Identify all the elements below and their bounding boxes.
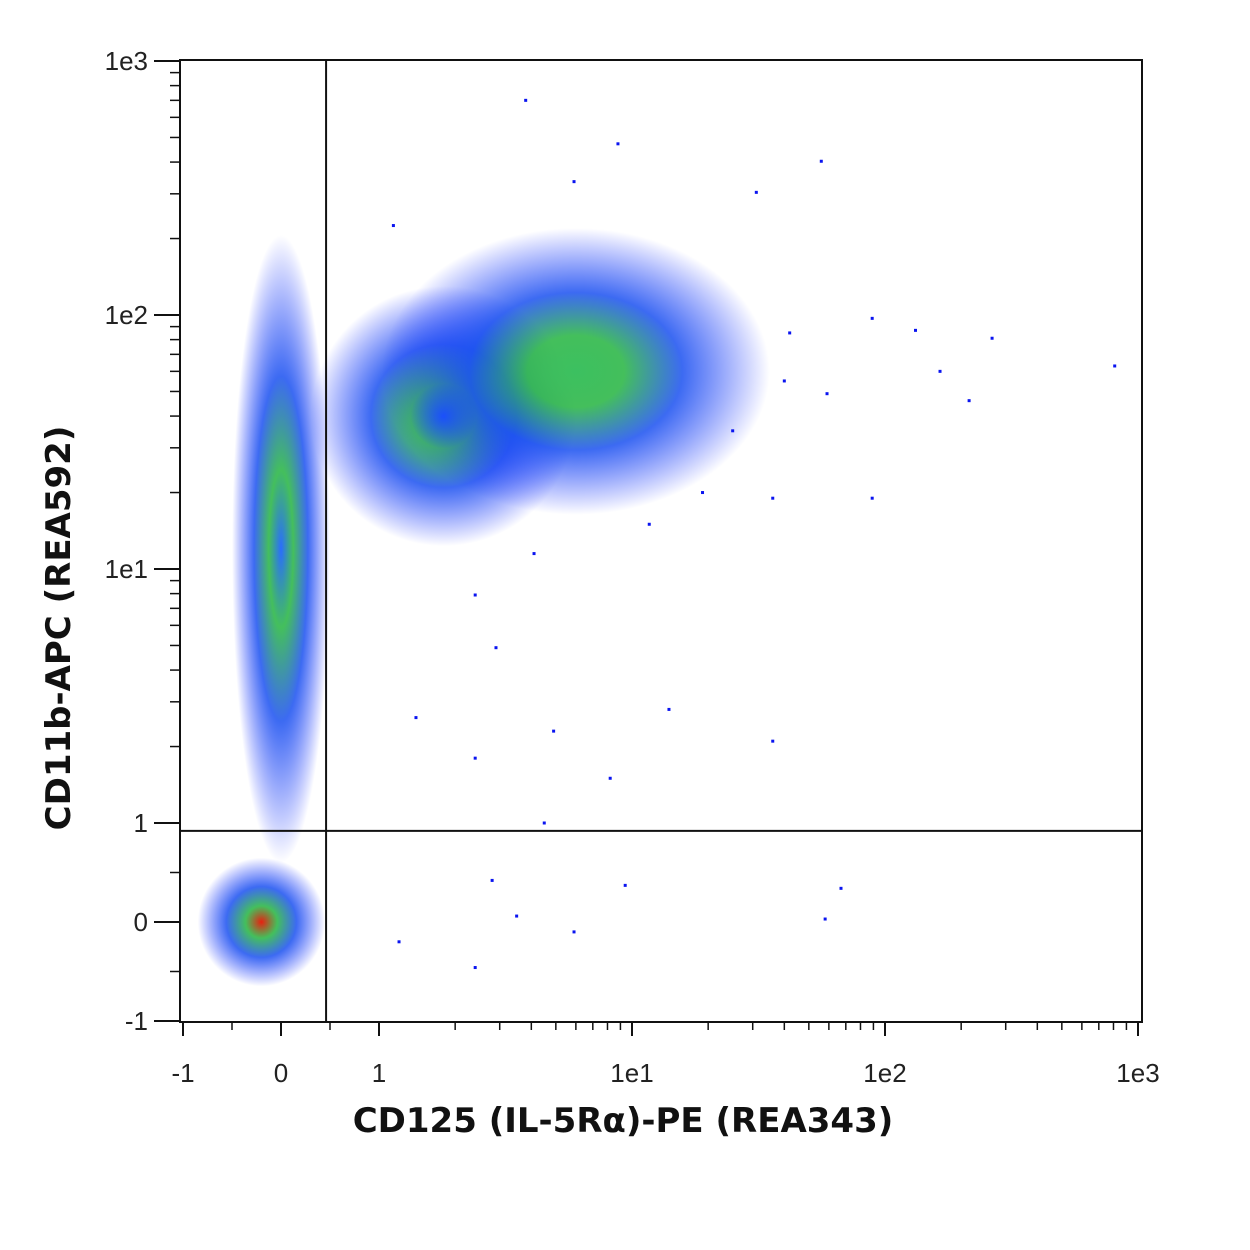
event-point xyxy=(823,917,827,921)
event-point xyxy=(701,491,705,495)
x-tick-label: 1e1 xyxy=(610,1058,653,1088)
event-point xyxy=(542,821,546,825)
y-tick-label: 0 xyxy=(134,907,148,937)
event-point xyxy=(870,316,874,320)
event-point xyxy=(870,496,874,500)
event-point xyxy=(552,729,556,733)
event-point xyxy=(572,930,576,934)
x-tick-label: 1e2 xyxy=(863,1058,906,1088)
event-point xyxy=(647,522,651,526)
event-point xyxy=(731,429,735,433)
population-density xyxy=(232,235,330,863)
event-point xyxy=(532,552,536,556)
event-point xyxy=(788,331,792,335)
y-axis-title: CD11b-APC (REA592) xyxy=(39,426,79,831)
event-point xyxy=(391,224,395,228)
event-point xyxy=(839,886,843,890)
population-density xyxy=(382,228,770,515)
y-tick-label: 1e3 xyxy=(105,46,148,76)
event-point xyxy=(914,328,918,332)
event-point xyxy=(572,180,576,184)
event-point xyxy=(473,593,477,597)
y-tick-label: -1 xyxy=(125,1006,148,1036)
event-point xyxy=(473,756,477,760)
event-point xyxy=(524,98,528,102)
y-tick-label: 1 xyxy=(134,808,148,838)
event-point xyxy=(667,707,671,711)
event-point xyxy=(938,369,942,373)
event-point xyxy=(494,646,498,650)
event-point xyxy=(397,940,401,944)
event-point xyxy=(608,776,612,780)
event-point xyxy=(990,336,994,340)
event-point xyxy=(754,190,758,194)
event-point xyxy=(825,392,829,396)
event-point xyxy=(967,399,971,403)
event-point xyxy=(490,878,494,882)
event-point xyxy=(473,966,477,970)
event-point xyxy=(771,496,775,500)
y-tick-label: 1e1 xyxy=(105,554,148,584)
event-point xyxy=(771,739,775,743)
x-tick-label: 0 xyxy=(274,1058,288,1088)
x-tick-label: -1 xyxy=(171,1058,194,1088)
event-point xyxy=(623,883,627,887)
x-axis-title: CD125 (IL-5Rα)-PE (REA343) xyxy=(353,1101,894,1141)
event-point xyxy=(414,716,418,720)
event-point xyxy=(616,142,620,146)
event-point xyxy=(515,914,519,918)
x-tick-label: 1e3 xyxy=(1116,1058,1159,1088)
population-density xyxy=(197,857,326,987)
event-point xyxy=(782,379,786,383)
plot-frame xyxy=(179,59,1143,1023)
event-point xyxy=(819,159,823,163)
x-tick-label: 1 xyxy=(372,1058,386,1088)
event-point xyxy=(1113,364,1117,368)
y-tick-label: 1e2 xyxy=(105,300,148,330)
